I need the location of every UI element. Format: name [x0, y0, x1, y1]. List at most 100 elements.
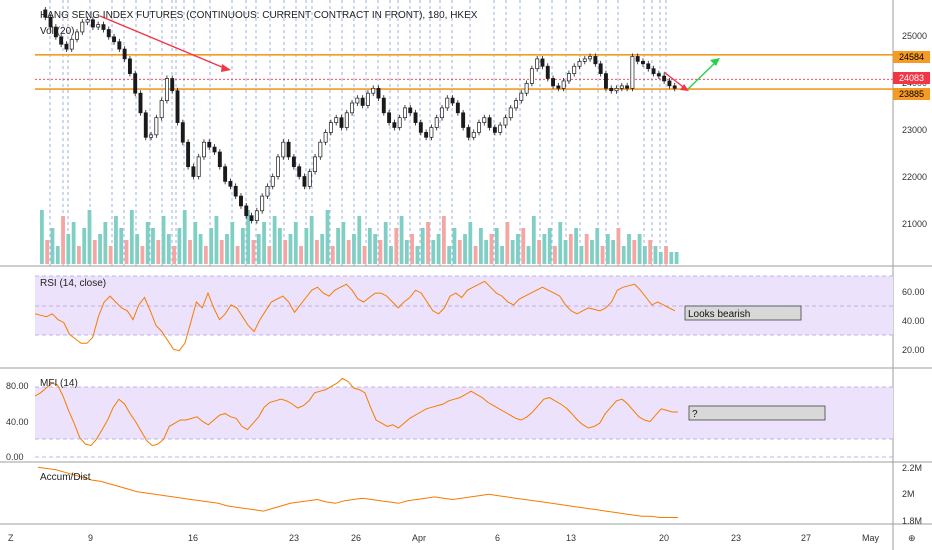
- volume-bar: [494, 228, 499, 264]
- volume-bar: [574, 228, 579, 264]
- level-tag-23885: [893, 88, 930, 100]
- candle-body: [619, 85, 624, 89]
- candle-body: [646, 63, 651, 70]
- x-tick: 13: [566, 533, 576, 543]
- volume-bar: [664, 246, 668, 264]
- volume-bar: [336, 228, 340, 264]
- volume-bar: [246, 210, 251, 264]
- volume-bar: [399, 216, 404, 264]
- volume-bar: [542, 234, 547, 264]
- volume-bar: [415, 246, 420, 264]
- candle-body: [318, 141, 323, 158]
- volume-bar: [225, 234, 229, 264]
- volume-bar: [357, 216, 362, 264]
- volume-bar: [436, 234, 441, 264]
- candle-body: [540, 58, 545, 67]
- candle-body: [164, 78, 169, 101]
- rsi-label: RSI (14, close): [40, 278, 106, 289]
- candle-body: [96, 24, 101, 28]
- volume-bar: [124, 240, 129, 264]
- volume-bar: [404, 240, 409, 264]
- candle-body: [477, 122, 481, 133]
- candle-body: [418, 122, 423, 133]
- volume-bar: [182, 210, 187, 264]
- volume-bar: [642, 246, 647, 264]
- candle-body: [127, 58, 132, 74]
- volume-bar: [161, 216, 166, 264]
- volume-bar: [98, 234, 102, 264]
- volume-bar: [119, 228, 124, 264]
- volume-bar: [537, 240, 541, 264]
- zoom-z-button[interactable]: Z: [8, 533, 14, 543]
- volume-bar: [563, 240, 568, 264]
- candle-body: [450, 97, 455, 104]
- candle-body: [588, 56, 593, 60]
- volume-bar: [82, 228, 87, 264]
- volume-bar: [605, 234, 610, 264]
- candle-body: [344, 112, 349, 128]
- candle-body: [270, 176, 275, 187]
- volume-bar: [547, 228, 552, 264]
- red-downtrend-arrowhead: [221, 64, 231, 72]
- candle-body: [276, 156, 280, 177]
- candle-body: [64, 43, 69, 50]
- volume-bar: [653, 246, 658, 264]
- candle-body: [202, 141, 206, 158]
- candle-body: [424, 132, 429, 138]
- vertical-grid-lines: [49, 0, 667, 266]
- candle-body: [233, 185, 238, 197]
- volume-bar: [278, 228, 282, 264]
- volume-bar: [457, 240, 462, 264]
- volume-bar: [410, 234, 415, 264]
- trend-arrows: [99, 15, 720, 91]
- rsi-tick: 20.00: [902, 345, 925, 355]
- accum-dist-line: [37, 466, 678, 518]
- candle-body: [85, 19, 90, 23]
- x-tick: 16: [188, 533, 198, 543]
- candle-body: [223, 166, 228, 182]
- candle-body: [297, 166, 302, 177]
- candle-body: [112, 36, 116, 43]
- volume-bar: [352, 234, 356, 264]
- candle-body: [413, 112, 418, 123]
- candle-body: [254, 210, 259, 221]
- mfi-tick: 0.00: [6, 452, 24, 462]
- candle-body: [376, 87, 381, 99]
- volume-bar: [568, 234, 573, 264]
- volume-bar: [600, 246, 605, 264]
- candle-body: [662, 75, 667, 82]
- candle-body: [471, 132, 476, 138]
- volume-bar: [426, 222, 430, 264]
- mfi-tick: 40.00: [6, 417, 29, 427]
- volume-bar: [267, 246, 272, 264]
- volume-bar: [92, 240, 97, 264]
- volume-bar: [526, 246, 531, 264]
- volume-bar: [468, 222, 473, 264]
- candle-body: [117, 41, 122, 50]
- settings-gear-icon[interactable]: ⊕: [908, 533, 916, 543]
- time-axis[interactable]: 9 16 23 26 Apr 6 13 20 23 27 May: [88, 533, 880, 543]
- red-drop-arrowhead: [680, 84, 689, 91]
- rsi-note-box[interactable]: [684, 305, 802, 321]
- volume-bar: [632, 240, 637, 264]
- mfi-note-box[interactable]: [688, 405, 826, 421]
- red-downtrend-arrow: [99, 15, 230, 71]
- volume-bar: [362, 246, 367, 264]
- candle-body: [80, 21, 85, 33]
- x-tick: 26: [351, 533, 361, 543]
- x-tick: 27: [801, 533, 811, 543]
- candle-body: [228, 181, 233, 187]
- candle-body: [360, 97, 365, 106]
- volume-bar: [272, 216, 277, 264]
- candle-body: [159, 100, 164, 119]
- candle-body: [656, 73, 661, 77]
- candle-body: [577, 60, 582, 67]
- candle-body: [196, 156, 201, 177]
- candle-body: [371, 87, 376, 94]
- volume-bar: [315, 240, 319, 264]
- candle-body: [667, 80, 672, 87]
- volume-bar: [431, 240, 436, 264]
- volume-bar: [521, 228, 526, 264]
- volume-bar: [114, 216, 118, 264]
